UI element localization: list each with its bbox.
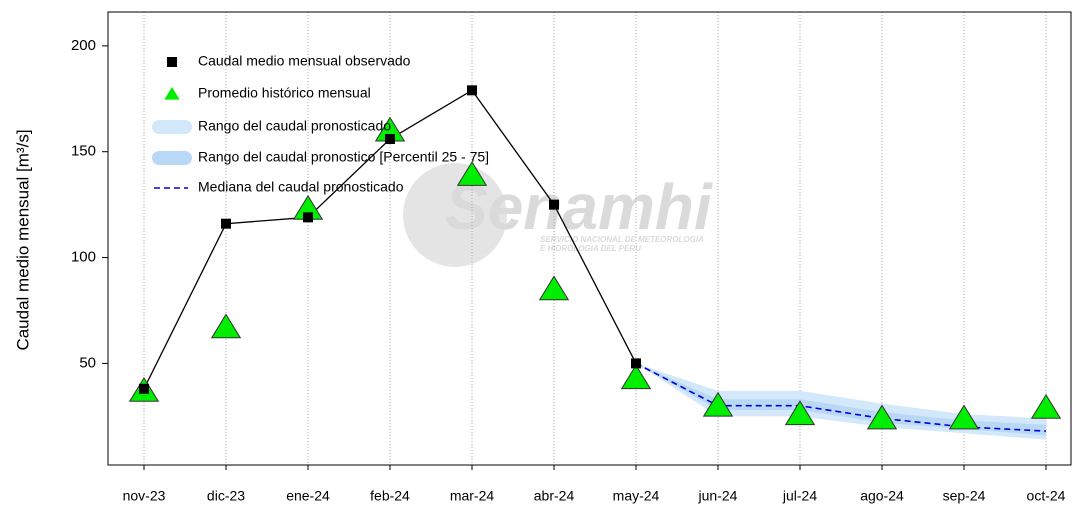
observed-marker [385, 134, 395, 145]
observed-marker [467, 85, 477, 96]
observed-marker [631, 358, 641, 369]
y-axis-label: Caudal medio mensual [m³/s] [13, 129, 32, 350]
historical-marker [948, 404, 980, 430]
watermark-subtitle: E HIDROLOGIA DEL PERU [540, 244, 641, 253]
historical-marker [702, 391, 734, 417]
y-tick-label: 150 [71, 143, 96, 160]
historical-marker [456, 161, 488, 186]
observed-marker [139, 383, 149, 394]
historical-marker [210, 313, 242, 339]
x-tick-label: sep-24 [943, 488, 986, 504]
forecast-band [636, 363, 1046, 436]
x-tick-label: may-24 [613, 488, 660, 504]
x-tick-label: jun-24 [698, 488, 738, 504]
x-tick-label: jul-24 [782, 488, 817, 504]
legend-label: Rango del caudal pronostico [Percentil 2… [198, 149, 489, 165]
legend-label: Promedio histórico mensual [198, 85, 371, 101]
legend-swatch [167, 57, 177, 67]
legend-swatch [164, 87, 180, 100]
plot-frame [107, 11, 1072, 466]
x-tick-label: nov-23 [123, 488, 166, 504]
historical-marker [1030, 393, 1062, 419]
x-tick-label: ene-24 [286, 488, 330, 504]
legend-label: Caudal medio mensual observado [198, 53, 411, 69]
x-tick-label: abr-24 [534, 488, 575, 504]
plot-area [128, 12, 1062, 465]
historical-marker [538, 275, 570, 301]
legend-swatch [152, 151, 192, 165]
observed-marker [221, 218, 231, 229]
legend: Caudal medio mensual observado Promedio h… [152, 53, 489, 195]
y-tick-label: 50 [79, 354, 96, 371]
watermark-subtitle: SERVICIO NACIONAL DE METEOROLOGIA [540, 235, 704, 244]
historical-marker [784, 400, 816, 426]
y-tick-label: 100 [71, 249, 96, 266]
legend-label: Rango del caudal pronosticado [198, 118, 391, 134]
x-tick-label: oct-24 [1027, 488, 1066, 504]
watermark-sun [403, 163, 507, 267]
legend-label: Mediana del caudal pronosticado [198, 179, 404, 195]
historical-marker [866, 404, 898, 430]
x-tick-label: dic-23 [207, 488, 245, 504]
x-tick-label: mar-24 [450, 488, 495, 504]
watermark-text: Senamhi [445, 171, 713, 243]
legend-swatch [152, 120, 192, 134]
observed-marker [303, 212, 313, 223]
watermark: Senamhi SERVICIO NACIONAL DE METEOROLOGI… [403, 163, 713, 267]
x-tick-label: ago-24 [860, 488, 904, 504]
observed-marker [549, 199, 559, 210]
x-tick-label: feb-24 [370, 488, 410, 504]
historical-marker [620, 364, 652, 390]
y-tick-label: 200 [71, 37, 96, 54]
